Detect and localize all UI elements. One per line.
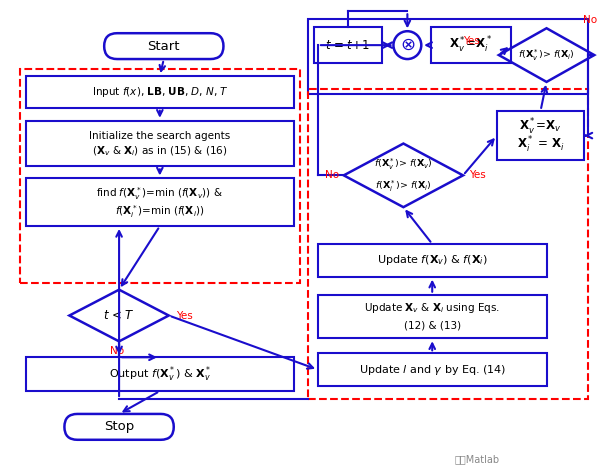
Text: Input $f(x)$, $\mathbf{LB}$, $\mathbf{UB}$, $D$, $N$, $T$: Input $f(x)$, $\mathbf{LB}$, $\mathbf{UB… (92, 85, 228, 99)
Bar (497, 111, 584, 161)
Text: $t$ < $T$: $t$ < $T$ (103, 309, 135, 322)
Text: No: No (325, 171, 339, 180)
Bar (314, 27, 382, 63)
Bar (26, 121, 294, 166)
Bar (318, 244, 546, 277)
Text: Update $f(\mathbf{X}_v)$ & $f(\mathbf{X}_i)$: Update $f(\mathbf{X}_v)$ & $f(\mathbf{X}… (377, 253, 488, 268)
Text: $f(\mathbf{X}_v^*)$> $f(\mathbf{X}_v)$: $f(\mathbf{X}_v^*)$> $f(\mathbf{X}_v)$ (374, 157, 433, 172)
Text: No: No (583, 15, 598, 25)
Bar (318, 353, 546, 386)
Bar (20, 69, 300, 283)
Text: Output $f(\mathbf{X}_v^*)$ & $\mathbf{X}_v^*$: Output $f(\mathbf{X}_v^*)$ & $\mathbf{X}… (109, 365, 211, 384)
Text: Update $l$ and $\gamma$ by Eq. (14): Update $l$ and $\gamma$ by Eq. (14) (359, 363, 506, 377)
FancyBboxPatch shape (65, 414, 174, 440)
Text: Update $\mathbf{X}_v$ & $\mathbf{X}_i$ using Eqs.: Update $\mathbf{X}_v$ & $\mathbf{X}_i$ u… (364, 300, 500, 315)
Text: Initialize the search agents: Initialize the search agents (89, 130, 230, 140)
Text: $\mathbf{X}_i^*$ = $\mathbf{X}_i$: $\mathbf{X}_i^*$ = $\mathbf{X}_i$ (517, 134, 564, 154)
Text: $f(\mathbf{X}_v^*)$> $f(\mathbf{X}_i)$: $f(\mathbf{X}_v^*)$> $f(\mathbf{X}_i)$ (518, 48, 575, 63)
Text: $f(\mathbf{X}_i^*)$=min $(f(\mathbf{X}_i))$: $f(\mathbf{X}_i^*)$=min $(f(\mathbf{X}_i… (115, 203, 204, 219)
Text: ($\mathbf{X}_v$ & $\mathbf{X}_i$) as in (15) & (16): ($\mathbf{X}_v$ & $\mathbf{X}_i$) as in … (92, 145, 227, 158)
Text: $\mathbf{X}_v^*$=$\mathbf{X}_v$: $\mathbf{X}_v^*$=$\mathbf{X}_v$ (519, 117, 562, 137)
Text: Yes: Yes (463, 36, 479, 46)
Text: No: No (110, 346, 124, 357)
Bar (318, 295, 546, 338)
Bar (308, 19, 589, 94)
Bar (26, 76, 294, 108)
Text: 天天Matlab: 天天Matlab (454, 454, 499, 463)
Bar (26, 179, 294, 226)
Text: Start: Start (148, 40, 180, 53)
Text: find $f(\mathbf{X}_v^*)$=min $(f(\mathbf{X}_v))$ &: find $f(\mathbf{X}_v^*)$=min $(f(\mathbf… (96, 185, 223, 202)
Text: $f(\mathbf{X}_i^*)$> $f(\mathbf{X}_i)$: $f(\mathbf{X}_i^*)$> $f(\mathbf{X}_i)$ (375, 179, 432, 194)
FancyBboxPatch shape (104, 33, 224, 59)
Text: Yes: Yes (469, 171, 485, 180)
Text: Stop: Stop (104, 420, 134, 433)
Text: $t$ = $t$+1: $t$ = $t$+1 (326, 39, 370, 52)
Bar (431, 27, 511, 63)
Bar (308, 89, 589, 399)
Text: Yes: Yes (176, 310, 193, 321)
Text: (12) & (13): (12) & (13) (403, 320, 461, 331)
Text: $\otimes$: $\otimes$ (400, 36, 415, 54)
Text: $\mathbf{X}_v^*$=$\mathbf{X}_i^*$: $\mathbf{X}_v^*$=$\mathbf{X}_i^*$ (449, 35, 493, 55)
Bar (26, 357, 294, 391)
